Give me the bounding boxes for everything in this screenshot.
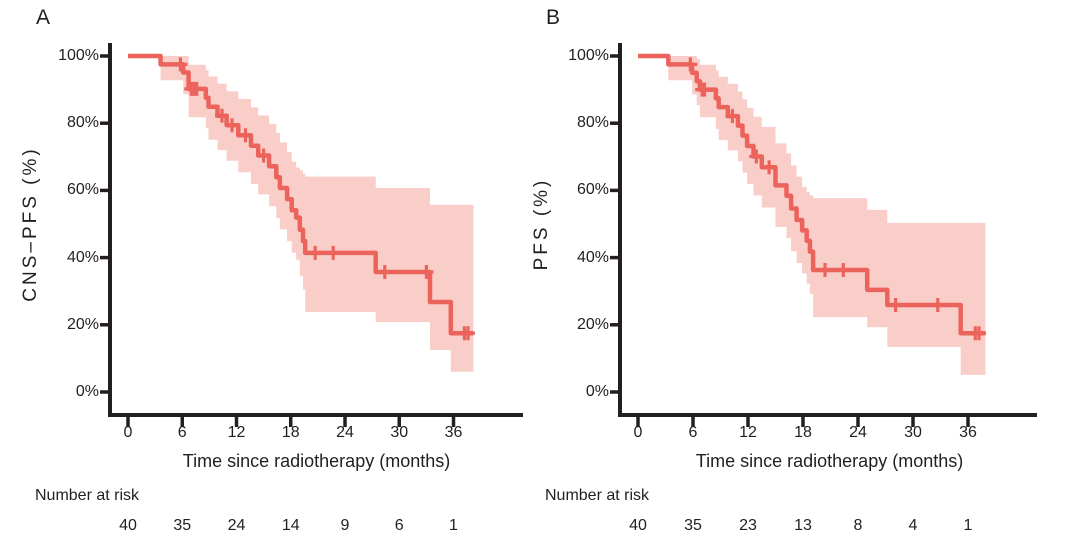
- y-tick-label-b-0%: 0%: [585, 383, 609, 400]
- risk-value-b-12: 23: [739, 517, 757, 534]
- y-tick-label-b-40%: 40%: [576, 248, 609, 266]
- risk-value-a-30: 6: [394, 517, 404, 534]
- panel-a-label: A: [36, 6, 51, 29]
- risk-value-b-18: 13: [794, 517, 812, 534]
- panel-b-label: B: [546, 6, 561, 29]
- risk-value-a-0: 40: [119, 517, 137, 534]
- y-tick-label-a-0%: 0%: [75, 383, 99, 400]
- x-tick-label-a-30: 30: [390, 424, 409, 441]
- x-tick-label-b-12: 12: [739, 424, 757, 441]
- number-at-risk-label-a: Number at risk: [35, 487, 140, 504]
- number-at-risk-label-b: Number at risk: [545, 487, 650, 504]
- censor-marks-a: [173, 57, 475, 341]
- risk-value-a-12: 24: [227, 517, 246, 534]
- x-tick-label-a-0: 0: [123, 424, 133, 441]
- y-tick-label-a-100%: 100%: [58, 47, 99, 64]
- risk-value-a-36: 1: [449, 517, 458, 534]
- risk-value-a-6: 35: [173, 517, 192, 534]
- risk-value-b-6: 35: [684, 517, 702, 534]
- risk-value-b-30: 4: [908, 517, 918, 534]
- x-tick-label-b-36: 36: [959, 424, 977, 441]
- y-tick-label-a-80%: 80%: [66, 114, 99, 132]
- ci-band-b: [668, 56, 986, 375]
- risk-value-a-18: 14: [281, 517, 300, 534]
- x-tick-label-a-12: 12: [227, 424, 246, 441]
- y-tick-label-b-60%: 60%: [576, 181, 609, 199]
- km-curve-a: [128, 53, 474, 336]
- x-tick-label-b-24: 24: [849, 424, 867, 441]
- x-tick-label-b-30: 30: [904, 424, 922, 441]
- x-tick-label-b-6: 6: [688, 424, 698, 441]
- x-tick-label-a-24: 24: [336, 424, 354, 441]
- y-tick-label-b-100%: 100%: [568, 47, 609, 64]
- y-tick-label-a-20%: 20%: [66, 315, 99, 333]
- y-tick-label-a-40%: 40%: [66, 248, 99, 266]
- risk-value-a-24: 9: [340, 517, 350, 534]
- x-tick-label-b-18: 18: [794, 424, 812, 441]
- x-axis-title-a: Time since radiotherapy (months): [182, 451, 451, 471]
- x-tick-label-a-36: 36: [444, 424, 463, 441]
- y-axis-title-cns-pfs: CNS–PFS (%): [20, 146, 41, 302]
- y-tick-label-a-60%: 60%: [66, 181, 99, 199]
- x-axis-title-b: Time since radiotherapy (months): [695, 451, 964, 471]
- y-tick-label-b-80%: 80%: [576, 114, 609, 132]
- x-tick-label-a-6: 6: [177, 424, 187, 441]
- y-tick-label-b-20%: 20%: [576, 315, 609, 333]
- risk-value-b-24: 8: [853, 517, 863, 534]
- risk-value-b-36: 1: [963, 517, 973, 534]
- censor-marks-b: [683, 57, 986, 341]
- x-tick-label-a-18: 18: [281, 424, 300, 441]
- x-tick-label-b-0: 0: [633, 424, 643, 441]
- risk-value-b-0: 40: [629, 517, 647, 534]
